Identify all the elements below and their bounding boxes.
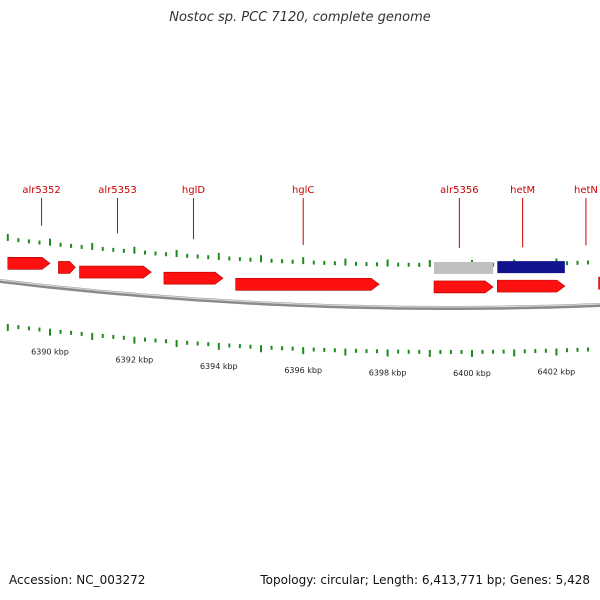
gene-label: hetM xyxy=(510,185,535,196)
scale-label: 6390 kbp xyxy=(31,348,69,357)
gene-arrow xyxy=(79,265,152,279)
gene-label: hglD xyxy=(182,185,205,196)
gene-arrow xyxy=(433,280,494,294)
gene-arrow xyxy=(497,279,566,293)
gene-labels: alr5352 alr5353 hglD hglC alr5356 hetM hetN xyxy=(22,185,598,248)
accession-text: Accession: NC_003272 xyxy=(9,573,146,587)
scale-label: 6396 kbp xyxy=(284,366,322,375)
genome-backbone xyxy=(0,278,600,310)
scale-label: 6398 kbp xyxy=(369,368,407,377)
gene-arrow xyxy=(163,271,224,285)
scale-label: 6400 kbp xyxy=(453,369,491,378)
bottom-tick-track xyxy=(6,323,590,357)
gene-label: hetN xyxy=(574,185,598,196)
scale-label: 6394 kbp xyxy=(200,362,238,371)
gene-label: alr5352 xyxy=(22,185,60,196)
gene-track xyxy=(7,257,600,294)
gene-arrow xyxy=(58,261,76,274)
feature-bar-blue xyxy=(497,261,565,274)
backbone-line xyxy=(0,278,600,310)
feature-bar-gray xyxy=(434,261,494,274)
gene-label: hglC xyxy=(292,185,314,196)
feature-track xyxy=(434,261,565,274)
backbone-highlight xyxy=(0,279,600,308)
scale-label: 6402 kbp xyxy=(538,367,576,376)
genome-summary-text: Topology: circular; Length: 6,413,771 bp… xyxy=(260,573,590,587)
gene-label: alr5353 xyxy=(98,185,136,196)
map-title: Nostoc sp. PCC 7120, complete genome xyxy=(169,10,431,25)
scale-label: 6392 kbp xyxy=(116,356,154,365)
gene-label: alr5356 xyxy=(440,185,478,196)
gene-arrow xyxy=(7,257,51,270)
gene-arrow xyxy=(235,277,380,291)
scale-labels: 6390 kbp 6392 kbp 6394 kbp 6396 kbp 6398 kbp… xyxy=(31,348,575,378)
